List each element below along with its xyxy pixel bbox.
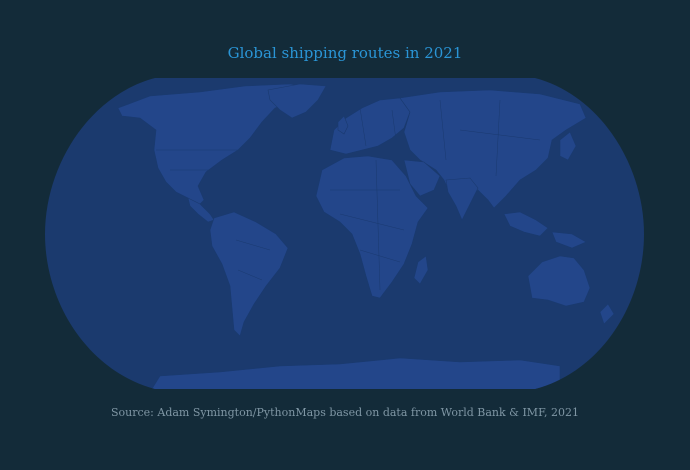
source-caption: Source: Adam Symington/PythonMaps based … xyxy=(111,406,579,419)
north-america-landmass xyxy=(117,83,321,207)
new-guinea-island xyxy=(551,231,587,249)
central-america-landmass xyxy=(187,197,215,223)
border-lines-eurasia xyxy=(359,99,541,177)
greenland-landmass xyxy=(267,83,327,119)
antarctica-landmass xyxy=(149,357,561,389)
africa-landmass xyxy=(315,155,429,299)
india-landmass xyxy=(445,177,479,221)
japan-islands xyxy=(559,131,577,161)
border-lines-americas xyxy=(156,149,271,281)
new-zealand-islands xyxy=(599,303,615,325)
map-title: Global shipping routes in 2021 xyxy=(227,44,463,62)
border-lines-africa xyxy=(330,159,405,291)
australia-landmass xyxy=(527,255,591,307)
south-america-landmass xyxy=(209,211,289,337)
uk-island xyxy=(337,115,349,135)
madagascar-island xyxy=(413,255,429,285)
southeast-asia-islands xyxy=(503,211,549,237)
